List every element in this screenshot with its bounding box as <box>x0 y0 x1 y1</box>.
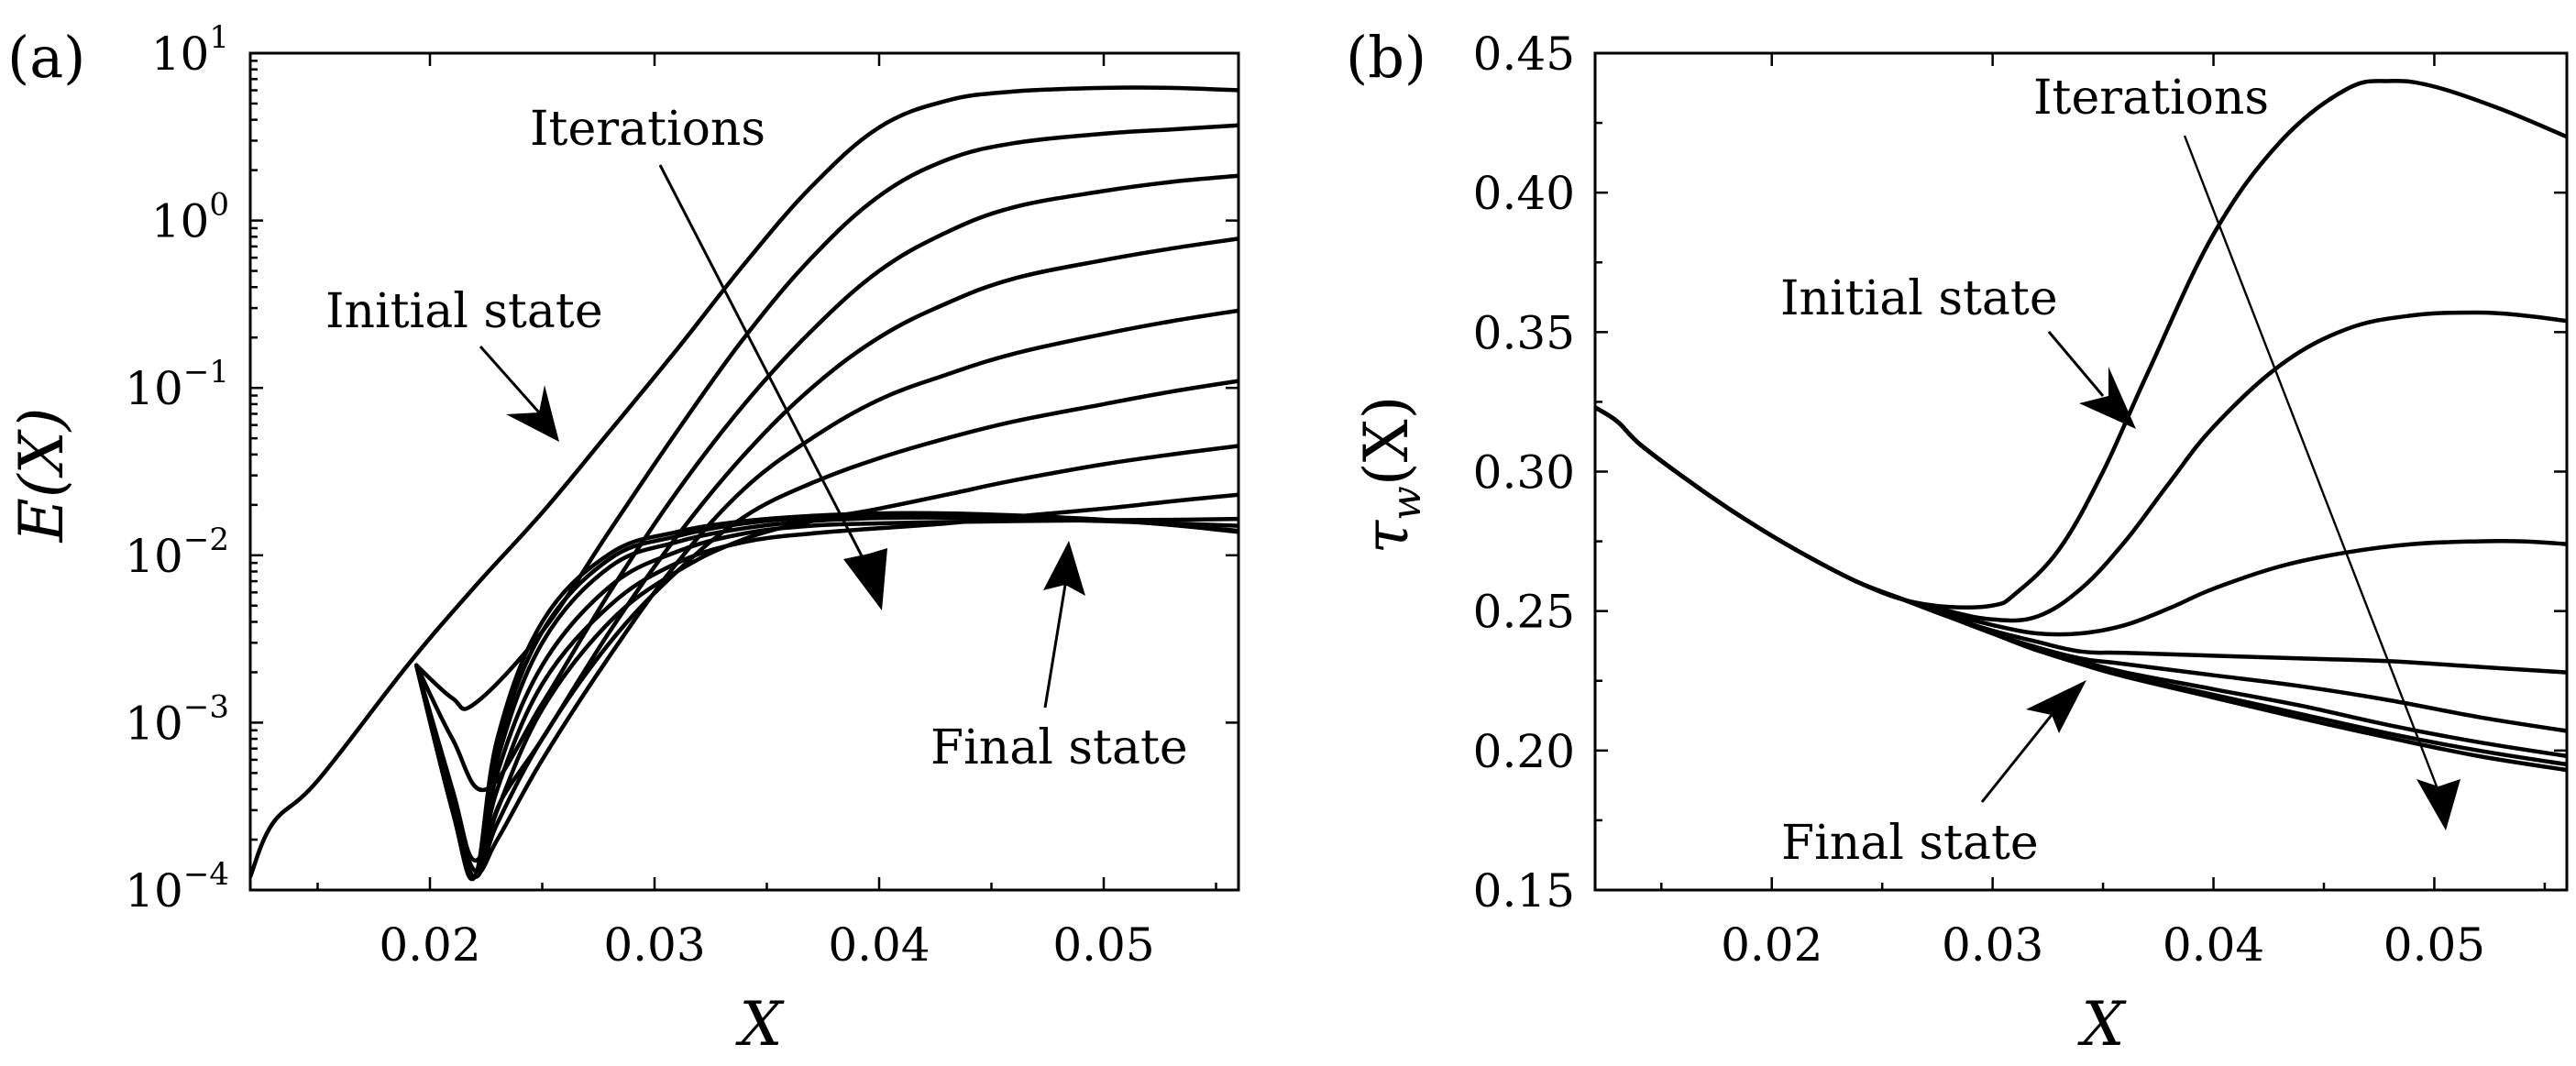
panel-b-x-tick-label: 0.03 <box>1942 918 2043 972</box>
panel-a-series-line-4 <box>414 308 1238 875</box>
panel-b-y-tick-label: 0.30 <box>1473 446 1575 500</box>
panel-a-annotation-initial-state: Initial state <box>325 284 603 339</box>
panel-b-y-tick-label: 0.15 <box>1473 864 1575 918</box>
panel-b-y-tick-label: 0.40 <box>1473 167 1575 220</box>
panel-b-y-tick-label: 0.20 <box>1473 725 1575 778</box>
panel-a-y-tick-exponent: −1 <box>183 354 229 390</box>
panel-b-x-tick-label: 0.04 <box>2163 918 2264 972</box>
panel-b-y-tick-label: 0.35 <box>1473 306 1575 359</box>
panel-a-y-tick-label: 10−3 <box>125 688 229 750</box>
panel-a-y-tick-exponent: 0 <box>209 187 229 224</box>
panel-a-y-tick-base: 10 <box>151 195 210 248</box>
panel-a-series-line-0 <box>250 85 1238 879</box>
panel-a-y-tick-base: 10 <box>151 27 210 81</box>
panel-a-series-line-11 <box>414 511 1238 882</box>
panel-a-y-tick-exponent: −3 <box>183 688 229 725</box>
panel-b-x-tick-label: 0.05 <box>2383 918 2485 972</box>
panel-b-x-ticks: 0.02 0.03 0.04 0.05 <box>1660 53 2547 972</box>
panel-b-curves <box>1595 79 2567 773</box>
panel-a-y-tick-exponent: 1 <box>209 19 229 56</box>
panel-b-series-line-6 <box>1595 405 2567 767</box>
panel-a-label: (a) <box>7 24 85 91</box>
panel-b-label: (b) <box>1346 24 1426 91</box>
panel-b-iterations-arrow-line <box>2183 135 2438 787</box>
panel-a-final-arrow-line <box>1043 584 1067 709</box>
panel-b-y-axis-title-arg: (X) <box>1351 396 1422 486</box>
panel-a-series-line-1 <box>414 123 1238 711</box>
panel-a-x-tick-label: 0.04 <box>828 918 930 972</box>
panel-a-series-line-10 <box>414 512 1238 881</box>
panel-a-y-tick-label: 101 <box>151 19 229 81</box>
panel-b-annotation-initial-state: Initial state <box>1780 271 2058 326</box>
panel-b-y-tick-label: 0.25 <box>1473 586 1575 639</box>
panel-a-y-tick-label: 10−4 <box>125 856 229 918</box>
panel-b-annotation-iterations: Iterations <box>2033 71 2269 126</box>
panel-a-x-tick-label: 0.03 <box>603 918 705 972</box>
panel-a-annotation-final-state: Final state <box>930 720 1188 775</box>
panel-a-curves <box>250 85 1238 882</box>
panel-b-y-ticks: 0.15 0.20 0.25 0.30 0.35 0.40 0.45 <box>1473 27 2567 918</box>
panel-a-y-tick-base: 10 <box>125 530 183 583</box>
panel-a-y-tick-label: 100 <box>151 187 229 248</box>
panel-b-y-axis-title-sub: w <box>1383 486 1430 521</box>
panel-b-final-arrowhead <box>2026 680 2086 733</box>
panel-b-axes-frame <box>1593 51 2569 892</box>
panel-b-series-line-2 <box>1595 405 2567 637</box>
panel-a-axes-frame <box>248 51 1240 892</box>
panel-a-series-line-7 <box>414 492 1238 879</box>
panel-a-y-tick-base: 10 <box>125 864 183 918</box>
panel-a-y-tick-base: 10 <box>125 697 183 750</box>
panel-a-initial-arrow-line <box>479 346 541 413</box>
panel-b-y-axis-title: τw(X) <box>1351 396 1430 555</box>
panel-a-series-line-2 <box>414 173 1238 793</box>
panel-b-final-arrow-line <box>1980 714 2053 803</box>
panel-a-y-tick-label: 10−2 <box>125 522 229 583</box>
panel-a-final-arrowhead <box>1043 541 1085 596</box>
panel-a-y-tick-exponent: −2 <box>183 522 229 558</box>
panel-b-annotation-final-state: Final state <box>1781 816 2039 871</box>
panel-b-y-axis-title-main: τ <box>1351 519 1422 554</box>
panel-b-iterations-arrowhead <box>2416 779 2460 830</box>
panel-a-series-line-9 <box>414 515 1238 881</box>
panel-b-series-line-5 <box>1595 405 2567 759</box>
panel-a-iterations-arrowhead <box>843 548 887 610</box>
panel-a-series-line-8 <box>414 516 1238 880</box>
panel-b-x-tick-label: 0.02 <box>1721 918 1822 972</box>
panel-a: (a) 0.02 0.03 0.04 0.05 10−410−310−210−1100… <box>6 19 1240 1060</box>
panel-b-series-line-0 <box>1595 79 2567 610</box>
panel-b-series-line-4 <box>1595 405 2567 733</box>
panel-a-y-axis-title: E(X) <box>6 408 77 544</box>
panel-a-y-tick-label: 10−1 <box>125 354 229 415</box>
panel-b: (b) 0.02 0.03 0.04 0.05 0.15 0.20 0.25 0.30 0.3… <box>1346 24 2569 1060</box>
panel-a-x-axis-title: X <box>735 989 786 1060</box>
panel-a-series-line-6 <box>414 444 1238 879</box>
panel-b-series-line-7 <box>1595 405 2567 773</box>
panel-a-x-tick-label: 0.02 <box>379 918 480 972</box>
panel-a-x-ticks: 0.02 0.03 0.04 0.05 <box>316 53 1217 972</box>
panel-b-initial-arrow-line <box>2047 331 2105 397</box>
panel-a-initial-arrowhead <box>506 385 559 442</box>
panel-b-x-axis-title: X <box>2077 989 2128 1060</box>
panel-a-y-tick-base: 10 <box>125 362 183 415</box>
panel-a-iterations-arrow-line <box>658 164 871 571</box>
panel-a-x-tick-label: 0.05 <box>1052 918 1154 972</box>
panel-a-annotation-iterations: Iterations <box>530 102 765 157</box>
panel-a-y-tick-exponent: −4 <box>183 856 229 893</box>
panel-b-initial-arrowhead <box>2079 367 2136 429</box>
panel-b-series-line-1 <box>1595 310 2567 623</box>
panel-b-y-tick-label: 0.45 <box>1473 27 1575 81</box>
